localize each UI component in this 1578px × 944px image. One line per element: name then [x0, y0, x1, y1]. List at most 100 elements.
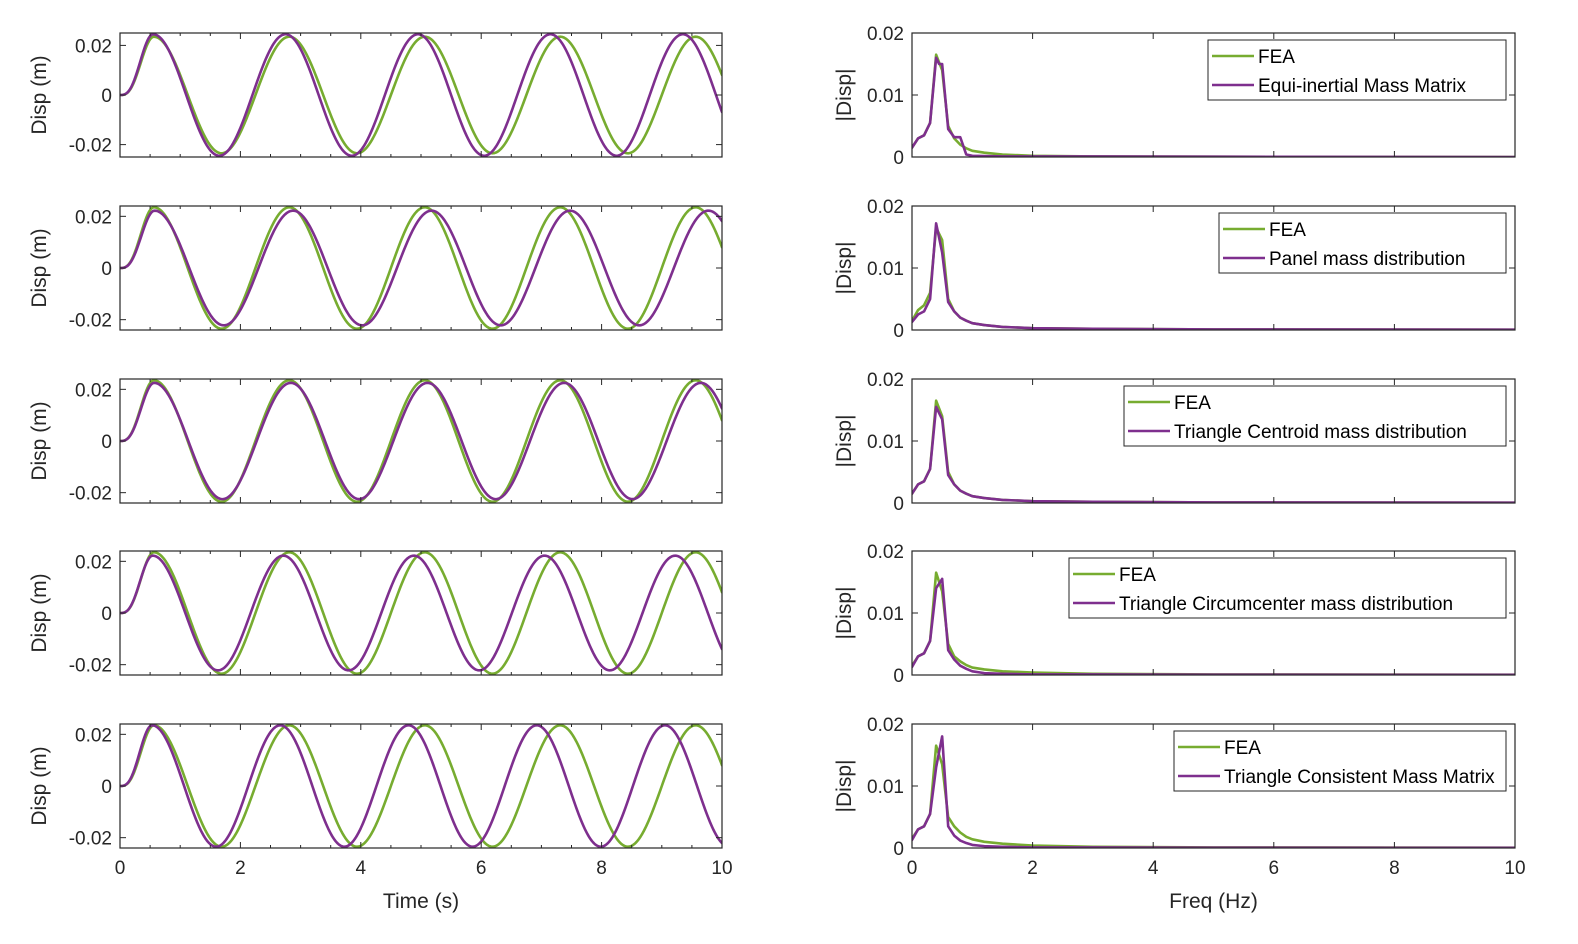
legend-box	[1173, 730, 1507, 792]
series-model-line	[912, 577, 1515, 675]
x-tick-label: 10	[1504, 858, 1525, 879]
x-tick-label: 10	[711, 858, 732, 879]
x-tick-label: 0	[115, 858, 126, 879]
axes-frame	[119, 205, 723, 331]
axes-time-2: -0.02 0 0.02 Disp (m)	[28, 378, 723, 505]
y-tick-label: -0.02	[69, 136, 112, 157]
y-tick-label: 0	[101, 432, 112, 453]
x-tick-label: 4	[356, 858, 367, 879]
legend-box	[1218, 212, 1507, 274]
series-model-line	[120, 381, 722, 501]
y-tick-label: 0	[101, 86, 112, 107]
legend: FEA Panel mass distribution	[1218, 212, 1507, 274]
x-tick-label: 4	[1148, 858, 1159, 879]
y-axis-label: |Disp|	[833, 760, 856, 813]
y-tick-label: 0	[893, 321, 904, 342]
y-tick-label: -0.02	[69, 829, 112, 850]
y-tick-label: 0.02	[867, 197, 904, 218]
y-tick-label: 0.02	[75, 380, 112, 401]
y-axis-label: Disp (m)	[28, 573, 51, 652]
x-tick-label: 6	[1269, 858, 1280, 879]
y-tick-label: 0.02	[75, 207, 112, 228]
legend: FEA Triangle Circumcenter mass distributi…	[1068, 557, 1507, 619]
y-tick-label: -0.02	[69, 656, 112, 677]
y-axis-label: |Disp|	[833, 242, 856, 295]
series-model-line	[120, 209, 722, 327]
x-tick-label: 2	[235, 858, 246, 879]
y-tick-label: -0.02	[69, 311, 112, 332]
y-tick-label: 0.02	[867, 715, 904, 736]
legend-label-model: Triangle Circumcenter mass distribution	[1119, 594, 1453, 615]
axes-freq-1: 0 0.01 0.02 |Disp| FEA Panel mass distributio…	[833, 197, 1516, 342]
y-tick-label: -0.02	[69, 484, 112, 505]
legend: FEA Equi-inertial Mass Matrix	[1207, 39, 1507, 101]
y-tick-label: 0.02	[75, 725, 112, 746]
axes-frame	[119, 550, 723, 676]
axes-frame	[119, 378, 723, 504]
y-tick-label: 0.01	[867, 777, 904, 798]
x-tick-label: 0	[907, 858, 918, 879]
series-model-line	[912, 405, 1515, 503]
series-fea-line	[120, 551, 722, 675]
y-axis-label: |Disp|	[833, 69, 856, 122]
y-axis-label: Disp (m)	[28, 55, 51, 134]
legend-label-model: Panel mass distribution	[1269, 249, 1465, 270]
x-tick-label: 8	[596, 858, 607, 879]
y-tick-label: 0.02	[75, 36, 112, 57]
axes-time-1: -0.02 0 0.02 Disp (m)	[28, 205, 723, 332]
y-axis-label: Disp (m)	[28, 228, 51, 307]
series-model-line	[912, 735, 1515, 848]
series-fea-line	[120, 206, 722, 330]
y-tick-label: 0	[893, 839, 904, 860]
x-axis-label: Time (s)	[383, 890, 459, 913]
series-model-line	[120, 33, 722, 157]
legend-box	[1207, 39, 1507, 101]
legend: FEA Triangle Centroid mass distribution	[1123, 385, 1507, 447]
series-model-line	[120, 554, 722, 672]
y-axis-label: |Disp|	[833, 415, 856, 468]
y-tick-label: 0.01	[867, 604, 904, 625]
y-axis-label: Disp (m)	[28, 401, 51, 480]
series-model-line	[912, 222, 1515, 330]
series-fea-line	[120, 379, 722, 503]
legend-box	[1123, 385, 1507, 447]
series-model-line	[120, 724, 722, 848]
series-fea-line	[120, 35, 722, 155]
axes-freq-0: 0 0.01 0.02 |Disp| FEA Equi-inertial Mass Mat…	[833, 24, 1516, 169]
y-tick-label: 0.02	[867, 542, 904, 563]
legend-label-fea: FEA	[1119, 565, 1156, 586]
legend-label-fea: FEA	[1174, 393, 1211, 414]
y-tick-label: 0.01	[867, 259, 904, 280]
legend-label-model: Triangle Consistent Mass Matrix	[1224, 767, 1495, 788]
y-axis-label: Disp (m)	[28, 746, 51, 825]
legend-label-fea: FEA	[1269, 220, 1306, 241]
series-model-line	[912, 56, 1515, 157]
legend-box	[1068, 557, 1507, 619]
y-tick-label: 0	[893, 494, 904, 515]
legend: FEA Triangle Consistent Mass Matrix	[1173, 730, 1507, 792]
axes-freq-3: 0 0.01 0.02 |Disp| FEA Triangle Circumcenter …	[833, 542, 1516, 687]
y-tick-label: 0.01	[867, 432, 904, 453]
y-tick-label: 0.01	[867, 86, 904, 107]
axes-time-3: -0.02 0 0.02 Disp (m)	[28, 550, 723, 677]
legend-label-fea: FEA	[1258, 47, 1295, 68]
axes-freq-4: 0 2 4 6 8 10 0 0.01 0.02 |Disp| Freq (Hz) FEA Triang…	[833, 715, 1526, 913]
axes-freq-2: 0 0.01 0.02 |Disp| FEA Triangle Centroid mass…	[833, 370, 1516, 515]
legend-label-model: Triangle Centroid mass distribution	[1174, 422, 1467, 443]
y-tick-label: 0.02	[75, 552, 112, 573]
y-tick-label: 0	[893, 148, 904, 169]
x-tick-label: 6	[476, 858, 487, 879]
y-tick-label: 0	[893, 666, 904, 687]
y-tick-label: 0.02	[867, 370, 904, 391]
legend-label-fea: FEA	[1224, 738, 1261, 759]
y-axis-label: |Disp|	[833, 587, 856, 640]
x-tick-label: 2	[1027, 858, 1038, 879]
legend-label-model: Equi-inertial Mass Matrix	[1258, 76, 1466, 97]
y-tick-label: 0	[101, 259, 112, 280]
x-tick-label: 8	[1389, 858, 1400, 879]
axes-time-0: -0.02 0 0.02 Disp (m)	[28, 32, 723, 158]
x-axis-label: Freq (Hz)	[1169, 890, 1258, 913]
y-tick-label: 0.02	[867, 24, 904, 45]
